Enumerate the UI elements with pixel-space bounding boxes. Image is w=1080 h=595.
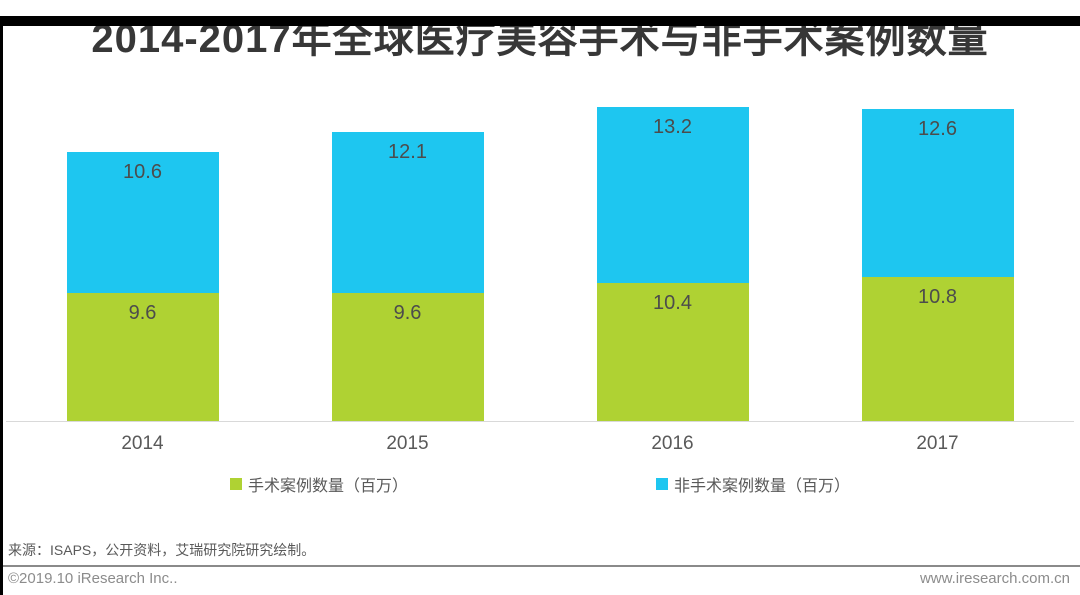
bar-column-2017: 10.8 12.6	[805, 109, 1070, 421]
source-note: 来源：ISAPS，公开资料，艾瑞研究院研究绘制。	[0, 540, 1080, 567]
bar-segment-nonsurgical-2017: 12.6	[861, 109, 1014, 277]
bar-column-2014: 9.6 10.6	[10, 152, 275, 421]
bar-value-label: 9.6	[393, 302, 422, 324]
bar-segment-surgical-2016: 10.4	[596, 283, 749, 421]
bar-value-label: 12.6	[918, 118, 957, 140]
x-axis-label-2014: 2014	[121, 433, 164, 454]
plot-area: 9.6 10.6 9.6 12.1 10.4 13.2 10.8 12.6	[10, 91, 1070, 421]
bar-segment-surgical-2015: 9.6	[331, 293, 484, 421]
bar-segment-surgical-2014: 9.6	[66, 293, 219, 421]
bar-value-label: 10.4	[653, 292, 692, 314]
x-axis-label-2016: 2016	[651, 433, 694, 454]
bar-segment-nonsurgical-2015: 12.1	[331, 132, 484, 293]
chart-legend: 手术案例数量（百万） 非手术案例数量（百万）	[0, 472, 1080, 496]
bar-segment-nonsurgical-2016: 13.2	[596, 107, 749, 283]
x-axis-label-2015: 2015	[386, 433, 429, 454]
legend-item-surgical: 手术案例数量（百万）	[229, 472, 408, 496]
bar-stack-2014: 9.6 10.6	[66, 152, 219, 421]
legend-label: 非手术案例数量（百万）	[674, 478, 851, 495]
page-footer: ©2019.10 iResearch Inc.. www.iresearch.c…	[0, 567, 1080, 587]
x-axis-labels: 2014 2015 2016 2017	[10, 422, 1070, 455]
stacked-bar-chart: 9.6 10.6 9.6 12.1 10.4 13.2 10.8 12.6 2014 2015 2…	[0, 91, 1080, 496]
bar-value-label: 10.6	[123, 161, 162, 183]
bar-value-label: 12.1	[388, 141, 427, 163]
legend-swatch-icon	[656, 478, 668, 490]
legend-item-nonsurgical: 非手术案例数量（百万）	[656, 472, 850, 496]
screenshot-border-top	[0, 16, 1080, 26]
screenshot-border-left	[0, 16, 3, 595]
bar-stack-2017: 10.8 12.6	[861, 109, 1014, 421]
bar-segment-surgical-2017: 10.8	[861, 277, 1014, 421]
legend-label: 手术案例数量（百万）	[247, 478, 408, 495]
bar-column-2015: 9.6 12.1	[275, 132, 540, 421]
bar-value-label: 13.2	[653, 116, 692, 138]
legend-swatch-icon	[229, 478, 242, 490]
bar-value-label: 10.8	[918, 286, 957, 308]
bar-segment-nonsurgical-2014: 10.6	[66, 152, 219, 293]
bar-value-label: 9.6	[128, 302, 157, 324]
bar-stack-2015: 9.6 12.1	[331, 132, 484, 421]
x-axis-label-2017: 2017	[916, 433, 959, 454]
x-axis-line	[6, 421, 1074, 422]
bar-stack-2016: 10.4 13.2	[596, 107, 749, 421]
bar-column-2016: 10.4 13.2	[540, 107, 805, 421]
